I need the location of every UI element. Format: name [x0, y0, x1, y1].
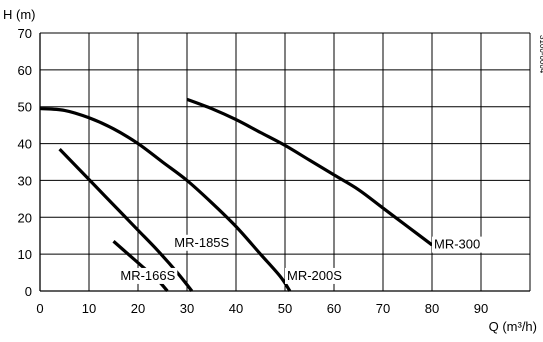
y-tick-label: 30 [18, 173, 32, 188]
y-tick-label: 10 [18, 247, 32, 262]
x-tick-label: 40 [229, 301, 243, 316]
curve-mr-300 [186, 97, 433, 247]
x-tick-label: 0 [36, 301, 43, 316]
x-tick-label: 90 [474, 301, 488, 316]
series-label-mr-185s: MR-185S [172, 234, 232, 251]
grid [39, 32, 531, 292]
x-tick-label: 80 [425, 301, 439, 316]
series-label-text: MR-166S [120, 268, 175, 283]
figure-code: 3100-0004 [538, 35, 543, 74]
series-label-bg [118, 267, 178, 284]
x-axis-label: Q (m³/h) [489, 319, 537, 334]
series-label-text: MR-200S [287, 268, 342, 283]
y-tick-label: 70 [18, 26, 32, 41]
tick-labels: 0 10 20 30 40 50 60 70 80 90 0 10 20 30 40 50 60 70 [18, 26, 489, 316]
series-label-mr-300: MR-300 [432, 236, 483, 253]
y-tick-label: 60 [18, 63, 32, 78]
curve-mr-200s [39, 106, 292, 292]
x-tick-label: 20 [131, 301, 145, 316]
x-tick-label: 30 [180, 301, 194, 316]
series-label-text: MR-300 [434, 237, 480, 252]
x-tick-label: 60 [327, 301, 341, 316]
series-label-mr-166s: MR-166S [118, 267, 178, 284]
x-tick-label: 70 [376, 301, 390, 316]
y-tick-label: 40 [18, 137, 32, 152]
x-tick-label: 10 [82, 301, 96, 316]
series-label-mr-200s: MR-200S [285, 267, 344, 284]
series-label-text: MR-185S [174, 235, 229, 250]
y-tick-label: 20 [18, 210, 32, 225]
series-label-bg [285, 267, 344, 284]
series-labels: MR-166S MR-185S MR-200S MR-300 [118, 234, 483, 284]
series-label-bg [172, 234, 232, 251]
x-tick-label: 50 [278, 301, 292, 316]
series-label-bg [432, 236, 483, 253]
y-axis-label: H (m) [3, 7, 36, 22]
y-tick-label: 50 [18, 100, 32, 115]
y-tick-label: 0 [25, 284, 32, 299]
